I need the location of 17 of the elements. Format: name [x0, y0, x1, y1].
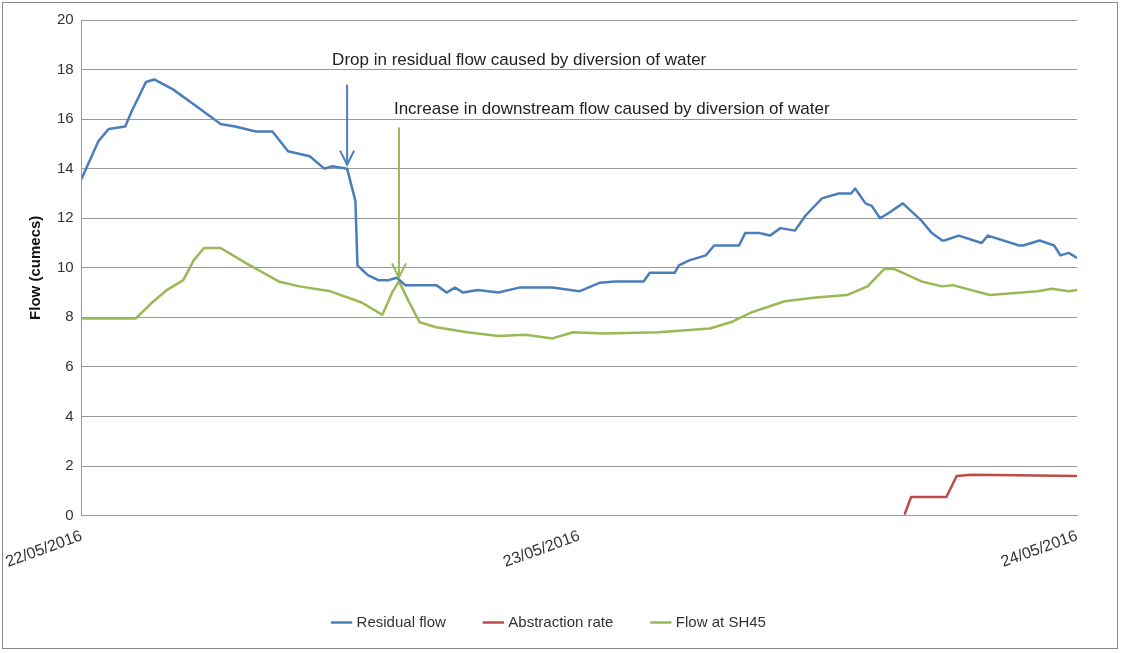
y-tick-label: 2 [65, 456, 74, 474]
annotation: Drop in residual flow caused by diversion of water [332, 49, 707, 69]
y-tick-label: 18 [57, 59, 74, 77]
legend-label: Flow at SH45 [675, 612, 766, 630]
y-axis-title: Flow (cumecs) [26, 215, 44, 320]
y-tick-label: 6 [65, 357, 74, 375]
y-tick-label: 12 [57, 208, 74, 226]
y-tick-label: 10 [57, 257, 74, 275]
y-tick-label: 4 [65, 406, 74, 424]
annotation: Increase in downstream flow caused by diversion of water [393, 98, 830, 118]
y-tick-label: 16 [57, 109, 74, 127]
y-tick-label: 0 [65, 505, 74, 523]
y-tick-label: 20 [57, 10, 74, 28]
legend-label: Residual flow [356, 612, 446, 630]
legend-label: Abstraction rate [508, 612, 614, 630]
y-tick-label: 8 [65, 307, 74, 325]
y-tick-label: 14 [57, 158, 74, 176]
